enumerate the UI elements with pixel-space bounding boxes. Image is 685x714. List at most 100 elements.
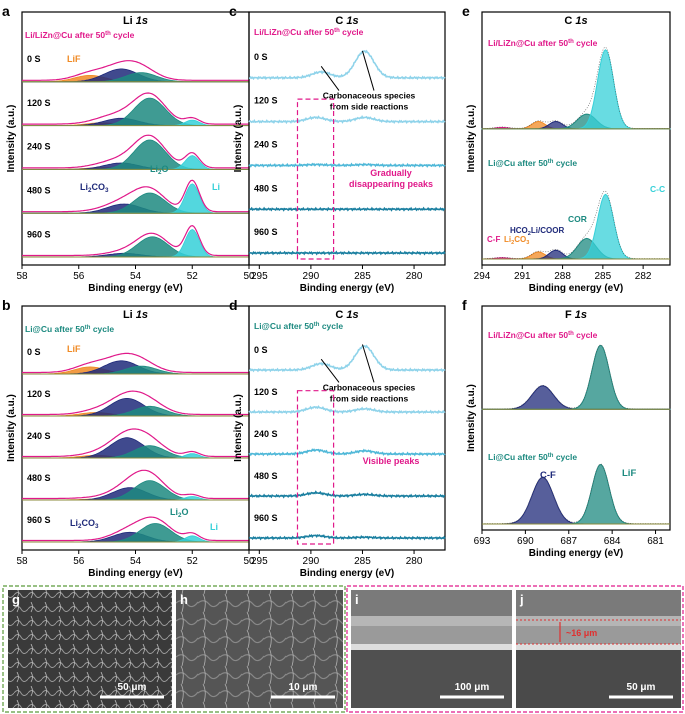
label-li2o: Li2O — [150, 164, 169, 176]
series-label: 0 S — [27, 54, 41, 64]
panel-letter: b — [2, 297, 11, 313]
plot-frame — [481, 305, 671, 531]
x-tick-label: 693 — [474, 536, 491, 547]
sem-image — [8, 590, 172, 708]
plot-frame — [21, 11, 250, 266]
spectrum-line — [248, 162, 446, 168]
x-tick-label: 290 — [303, 556, 320, 567]
series-label: 240 S — [27, 142, 51, 152]
series-120-S: 120 S — [248, 96, 446, 125]
x-tick-label: 690 — [517, 536, 534, 547]
panel-letter: e — [462, 3, 470, 19]
series-480-S: 480 S — [248, 471, 445, 499]
x-tick-label: 295 — [251, 271, 268, 282]
series-240-S: 240 S — [22, 134, 249, 170]
x-tick-label: 52 — [187, 271, 199, 282]
x-tick-label: 280 — [406, 556, 423, 567]
series-label: 120 S — [254, 387, 278, 397]
series-0 — [481, 46, 671, 130]
series-label: 960 S — [254, 227, 278, 237]
group-frame-green — [2, 585, 346, 713]
x-tick-label: 291 — [514, 271, 531, 282]
x-tick-label: 50 — [243, 271, 255, 282]
series-960-S: 960 S — [22, 225, 249, 258]
component-peak — [481, 385, 671, 410]
chart-f: f F 1s 693 690 687 684 681 Binding energy (eV) I… — [462, 297, 671, 559]
label-li2o: Li2O — [170, 507, 189, 519]
label-li: Li — [212, 182, 220, 192]
series-0-S: 0 S — [249, 49, 446, 81]
spectrum-line — [248, 405, 446, 415]
sem-layer-mid — [516, 626, 681, 644]
y-axis-label: Intensity (a.u.) — [466, 384, 477, 452]
spectrum-line — [248, 534, 446, 541]
sem-images-layer: g 50 μm h 10 μm i 100 μm j 50 μm ~16 μm — [2, 585, 684, 713]
chart-d: d C 1s 295 290 285 280 Binding energy (eV) Inte… — [229, 297, 446, 579]
plot-frame — [481, 11, 671, 266]
annotation-line-2: from side reactions — [330, 393, 409, 403]
panel-letter: a — [2, 3, 10, 19]
sem-layer-top — [351, 590, 512, 616]
chart-e: e C 1s 294 291 288 285 282 Binding energy (eV) I… — [462, 3, 671, 294]
spectrum-line — [248, 250, 446, 256]
series-label: 0 S — [27, 347, 41, 357]
label-cf: C-F — [487, 235, 500, 244]
sample-label: Li@Cu after 50th cycle — [25, 324, 114, 334]
x-tick-label: 50 — [243, 556, 255, 567]
sample-label: Li/LiZn@Cu after 50th cycle — [254, 27, 364, 37]
x-tick-label: 295 — [251, 556, 268, 567]
envelope-line — [22, 428, 249, 458]
panel-title: C 1s — [335, 15, 358, 27]
annotation-arrow — [361, 344, 375, 383]
raw-data-line — [482, 344, 670, 410]
envelope-line — [22, 179, 249, 213]
x-tick-label: 687 — [560, 536, 577, 547]
envelope-line — [22, 225, 249, 257]
component-peak-Li2O — [22, 236, 249, 258]
y-axis-label: Intensity (a.u.) — [6, 394, 17, 462]
envelope-line — [22, 60, 249, 81]
annotation-arrow — [361, 50, 375, 91]
plot-frame — [248, 11, 446, 266]
panel-letter: c — [229, 3, 237, 19]
label-lif: LiF — [67, 54, 81, 64]
panel-letter: d — [229, 297, 238, 313]
label-li: Li — [210, 522, 218, 532]
series-480-S: 480 S — [22, 179, 249, 214]
x-tick-label: 290 — [303, 271, 320, 282]
series-120-S: 120 S — [22, 92, 249, 127]
series-label: 960 S — [27, 515, 51, 525]
component-peak — [481, 113, 671, 130]
y-axis-label: Intensity (a.u.) — [6, 105, 17, 173]
series-label: 240 S — [254, 140, 278, 150]
group-frame-red — [346, 585, 684, 713]
scale-label: 50 μm — [627, 682, 656, 693]
sem-image-h: h 10 μm — [176, 590, 343, 708]
charts-layer: a Li 1s 58 56 54 52 50 Binding energy (eV) Inten… — [2, 3, 671, 579]
panel-title: F 1s — [565, 309, 587, 321]
x-tick-label: 54 — [130, 271, 142, 282]
sample-label-top: Li/LiZn@Cu after 50th cycle — [488, 38, 598, 48]
panel-letter: f — [462, 297, 467, 313]
sample-label-bottom: Li@Cu after 50th cycle — [488, 452, 577, 462]
note-text: disappearing peaks — [349, 179, 433, 189]
envelope-line — [22, 92, 249, 125]
series-480-S: 480 S — [248, 183, 445, 212]
highlight-box — [296, 390, 335, 545]
panel-title: Li 1s — [123, 15, 148, 27]
scale-label: 50 μm — [118, 682, 147, 693]
panel-title: Li 1s — [123, 309, 148, 321]
x-tick-label: 285 — [595, 271, 612, 282]
label-lif: LiF — [622, 468, 636, 479]
series-label: 240 S — [254, 429, 278, 439]
x-tick-label: 285 — [354, 271, 371, 282]
x-tick-label: 58 — [16, 271, 28, 282]
series-label: 120 S — [27, 98, 51, 108]
series-960-S: 960 S — [22, 515, 249, 543]
sample-label-bottom: Li@Cu after 50th cycle — [488, 158, 577, 168]
series-label: 480 S — [254, 183, 278, 193]
series-label: 480 S — [254, 471, 278, 481]
x-tick-label: 681 — [647, 536, 664, 547]
x-tick-label: 285 — [354, 556, 371, 567]
